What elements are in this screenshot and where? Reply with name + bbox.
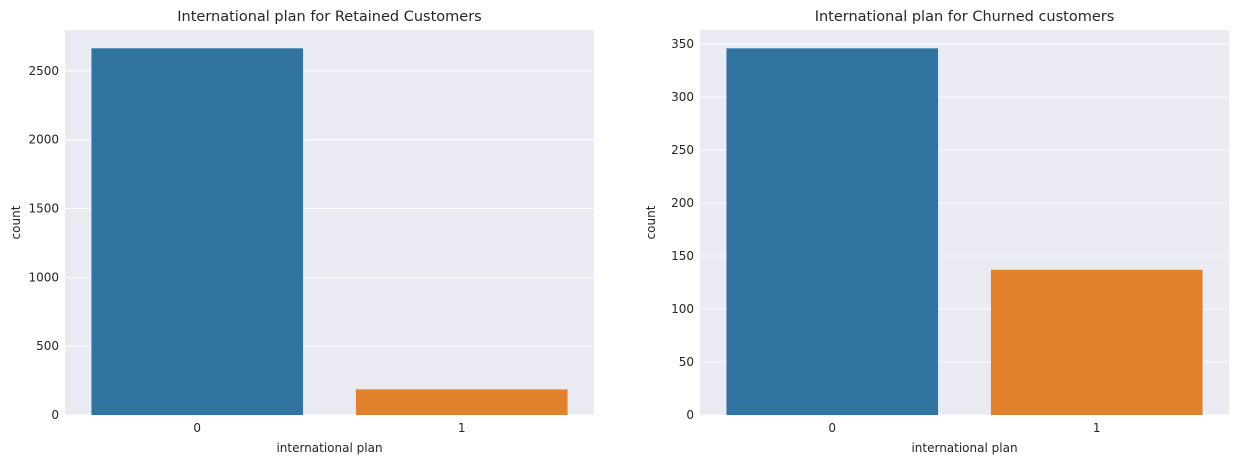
y-tick-label: 250 [671, 143, 694, 157]
y-axis-label: count [644, 205, 658, 239]
bar-0 [726, 48, 939, 415]
bar-1 [355, 389, 568, 415]
y-tick-label: 2000 [28, 133, 59, 147]
y-tick-label: 350 [671, 37, 694, 51]
chart-title: International plan for Retained Customer… [177, 9, 481, 25]
y-tick-label: 100 [671, 302, 694, 316]
chart-panel-1: 0 50 100 150 200 250 300 350 0 1 International pla… [644, 9, 1229, 455]
y-tick-label: 0 [686, 408, 694, 422]
y-tick-label: 300 [671, 90, 694, 104]
chart-title: International plan for Churned customers [815, 9, 1115, 25]
y-tick-label: 200 [671, 196, 694, 210]
x-tick-label: 1 [458, 421, 466, 435]
x-tick-label: 1 [1093, 421, 1101, 435]
bar-1 [990, 269, 1203, 415]
y-tick-label: 1500 [28, 202, 59, 216]
chart-panel-0: 0 500 1000 1500 2000 2500 0 1 International plan… [9, 9, 594, 455]
x-axis-label: international plan [911, 441, 1017, 455]
y-tick-label: 1000 [28, 270, 59, 284]
x-axis-label: international plan [276, 441, 382, 455]
x-tick-label: 0 [193, 421, 201, 435]
y-axis-label: count [9, 205, 23, 239]
y-tick-label: 150 [671, 249, 694, 263]
y-tick-label: 0 [51, 408, 59, 422]
x-tick-label: 0 [828, 421, 836, 435]
y-tick-label: 2500 [28, 64, 59, 78]
bar-0 [91, 48, 304, 415]
y-tick-label: 50 [679, 355, 694, 369]
y-tick-label: 500 [36, 339, 59, 353]
